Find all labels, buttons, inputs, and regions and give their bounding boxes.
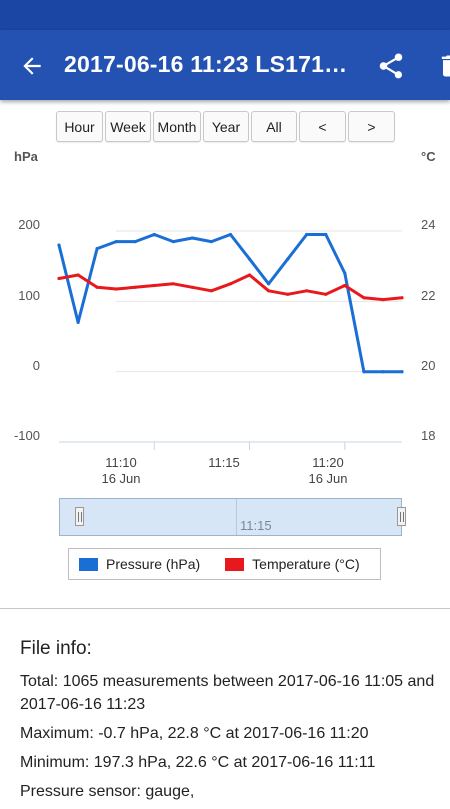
legend-label: Temperature (°C) [252, 556, 360, 572]
legend-label: Pressure (hPa) [106, 556, 201, 572]
right-tick-label: 20 [421, 358, 436, 373]
temperature-point [209, 289, 213, 293]
navigator-label: 11:15 [240, 518, 272, 533]
pressure-point [190, 236, 194, 240]
temperature-point [248, 273, 252, 277]
temperature-point [228, 282, 233, 286]
range-previous-button[interactable]: < [299, 111, 346, 142]
temperature-point [133, 285, 137, 289]
range-next-button[interactable]: > [348, 111, 395, 142]
pressure-point [400, 370, 404, 374]
file-info-section: File info: Total: 1065 measurements betw… [20, 638, 440, 809]
left-tick-label: -100 [13, 428, 40, 443]
pressure-point [381, 370, 385, 374]
file-info-pressure-sensor: Pressure sensor: gauge, [20, 783, 195, 800]
pressure-point [133, 240, 137, 244]
right-tick-label: 24 [421, 217, 436, 232]
file-info-heading: File info: [20, 638, 92, 659]
x-tick-label: 11:15 [208, 455, 240, 470]
pressure-point [305, 232, 309, 237]
legend-swatch [79, 557, 98, 571]
temperature-point [114, 287, 118, 291]
status-bar [0, 0, 450, 30]
temperature-point [305, 289, 309, 293]
share-button[interactable] [374, 49, 408, 83]
left-tick-label: 0 [32, 358, 40, 373]
pressure-point [248, 257, 252, 261]
temperature-point [76, 273, 80, 277]
pressure-series-line [57, 233, 404, 374]
temperature-point [171, 282, 175, 286]
temperature-point [286, 292, 290, 296]
trash-icon [441, 55, 450, 77]
legend-item-pressure[interactable]: Pressure (hPa) [79, 556, 200, 572]
temperature-point [324, 292, 328, 296]
share-icon [379, 53, 403, 79]
x-tick-label: 11:20 16 Jun [308, 455, 348, 486]
pressure-point [114, 240, 118, 244]
pressure-point [362, 370, 366, 374]
pressure-point [57, 243, 61, 247]
right-tick-label: 22 [421, 288, 436, 303]
pressure-point [286, 257, 290, 261]
right-axis-unit: °C [421, 149, 436, 164]
legend-swatch [225, 557, 245, 571]
temperature-point [152, 283, 156, 288]
app-bar: 2017-06-16 11:23 LS171… [0, 30, 450, 100]
temperature-point [343, 283, 347, 288]
navigator-right-handle[interactable] [397, 507, 406, 526]
left-tick-label: 100 [18, 288, 40, 303]
temperature-point [57, 276, 61, 281]
pressure-point [95, 247, 99, 251]
left-axis-unit: hPa [14, 149, 38, 164]
file-info-maximum: Maximum: -0.7 hPa, 22.8 °C at 2017-06-16… [20, 725, 369, 742]
divider [0, 608, 450, 609]
range-navigator[interactable]: 11:15 [59, 498, 402, 536]
range-hour-button[interactable]: Hour [56, 111, 103, 142]
back-button[interactable] [16, 50, 48, 82]
temperature-point [381, 298, 385, 302]
line-chart[interactable] [0, 0, 450, 500]
arrow-left-icon [23, 57, 41, 75]
pressure-point [209, 240, 213, 244]
pressure-point [76, 320, 80, 324]
temperature-point [362, 296, 366, 300]
temperature-point [190, 285, 194, 289]
range-all-button[interactable]: All [251, 111, 297, 142]
temperature-point [95, 285, 99, 289]
legend-item-temperature[interactable]: Temperature (°C) [225, 556, 360, 572]
temperature-point [267, 289, 271, 293]
pressure-point [343, 271, 347, 275]
delete-button[interactable] [436, 50, 450, 82]
x-tick-label: 11:10 16 Jun [101, 455, 141, 486]
range-year-button[interactable]: Year [203, 111, 249, 142]
temperature-point [400, 296, 404, 300]
navigator-left-handle[interactable] [75, 507, 84, 526]
navigator-divider [236, 499, 237, 535]
pressure-point [324, 232, 328, 237]
range-month-button[interactable]: Month [153, 111, 201, 142]
pressure-point [228, 232, 233, 237]
range-week-button[interactable]: Week [105, 111, 151, 142]
pressure-point [152, 232, 156, 237]
pressure-point [267, 282, 271, 286]
chart-legend: Pressure (hPa) Temperature (°C) [68, 548, 381, 580]
file-info-minimum: Minimum: 197.3 hPa, 22.6 °C at 2017-06-1… [20, 754, 376, 771]
right-tick-label: 18 [421, 428, 436, 443]
left-tick-label: 200 [18, 217, 40, 232]
pressure-point [171, 240, 175, 244]
file-info-total: Total: 1065 measurements between 2017-06… [20, 673, 435, 713]
